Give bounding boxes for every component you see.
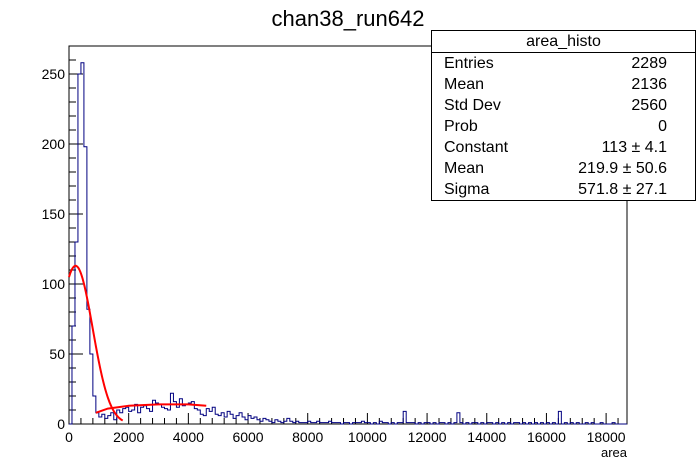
x-tick-label: 12000 — [408, 429, 447, 445]
chart-title: chan38_run642 — [272, 6, 425, 31]
x-tick-label: 8000 — [292, 429, 323, 445]
y-tick-label: 0 — [57, 416, 65, 432]
stats-row: Mean 2136 — [432, 74, 695, 95]
x-tick-label: 10000 — [348, 429, 387, 445]
plot-frame — [68, 45, 628, 425]
x-tick-label: 16000 — [527, 429, 566, 445]
x-tick-label: 18000 — [587, 429, 626, 445]
stats-box: area_histo Entries 2289 Mean 2136 Std Dev 256… — [431, 30, 696, 201]
y-axis: 0 50 100 150 200 250 — [42, 45, 83, 432]
stats-row: Entries 2289 — [432, 53, 695, 74]
stats-value: 219.9 ± 50.6 — [578, 160, 667, 177]
stats-title: area_histo — [432, 31, 695, 53]
x-axis: 0 2000 4000 6000 8000 10000 12000 14000 16000 180… — [65, 413, 626, 445]
stats-label: Mean — [444, 160, 485, 177]
histogram-series — [69, 62, 627, 425]
x-tick-label: 14000 — [467, 429, 506, 445]
y-tick-label: 200 — [42, 136, 66, 152]
y-tick-label: 100 — [42, 276, 66, 292]
y-tick-label: 250 — [42, 66, 66, 82]
tail-fit-line — [95, 403, 207, 414]
stats-label: Std Dev — [444, 97, 501, 114]
x-tick-label: 2000 — [113, 429, 144, 445]
stats-row: Std Dev 2560 — [432, 95, 695, 116]
stats-label: Entries — [444, 55, 494, 72]
gaussian-fit-line — [68, 264, 124, 422]
stats-value: 571.8 ± 27.1 — [578, 181, 667, 198]
stats-value: 2560 — [631, 97, 667, 114]
x-axis-label: area — [601, 445, 628, 460]
stats-value: 0 — [658, 118, 667, 135]
stats-row: Mean 219.9 ± 50.6 — [432, 158, 695, 179]
stats-row: Constant 113 ± 4.1 — [432, 137, 695, 158]
y-tick-label: 50 — [49, 346, 65, 362]
stats-value: 2136 — [631, 76, 667, 93]
y-tick-label: 150 — [42, 206, 66, 222]
stats-value: 2289 — [631, 55, 667, 72]
stats-value: 113 ± 4.1 — [601, 139, 667, 156]
x-tick-label: 4000 — [173, 429, 204, 445]
stats-label: Mean — [444, 76, 485, 93]
stats-rows: Entries 2289 Mean 2136 Std Dev 2560 Prob 0 Const… — [432, 53, 695, 200]
stats-label: Constant — [444, 139, 509, 156]
stats-row: Sigma 571.8 ± 27.1 — [432, 179, 695, 200]
stats-label: Sigma — [444, 181, 490, 198]
stats-label: Prob — [444, 118, 478, 135]
stats-row: Prob 0 — [432, 116, 695, 137]
x-tick-label: 0 — [65, 429, 73, 445]
x-tick-label: 6000 — [232, 429, 263, 445]
